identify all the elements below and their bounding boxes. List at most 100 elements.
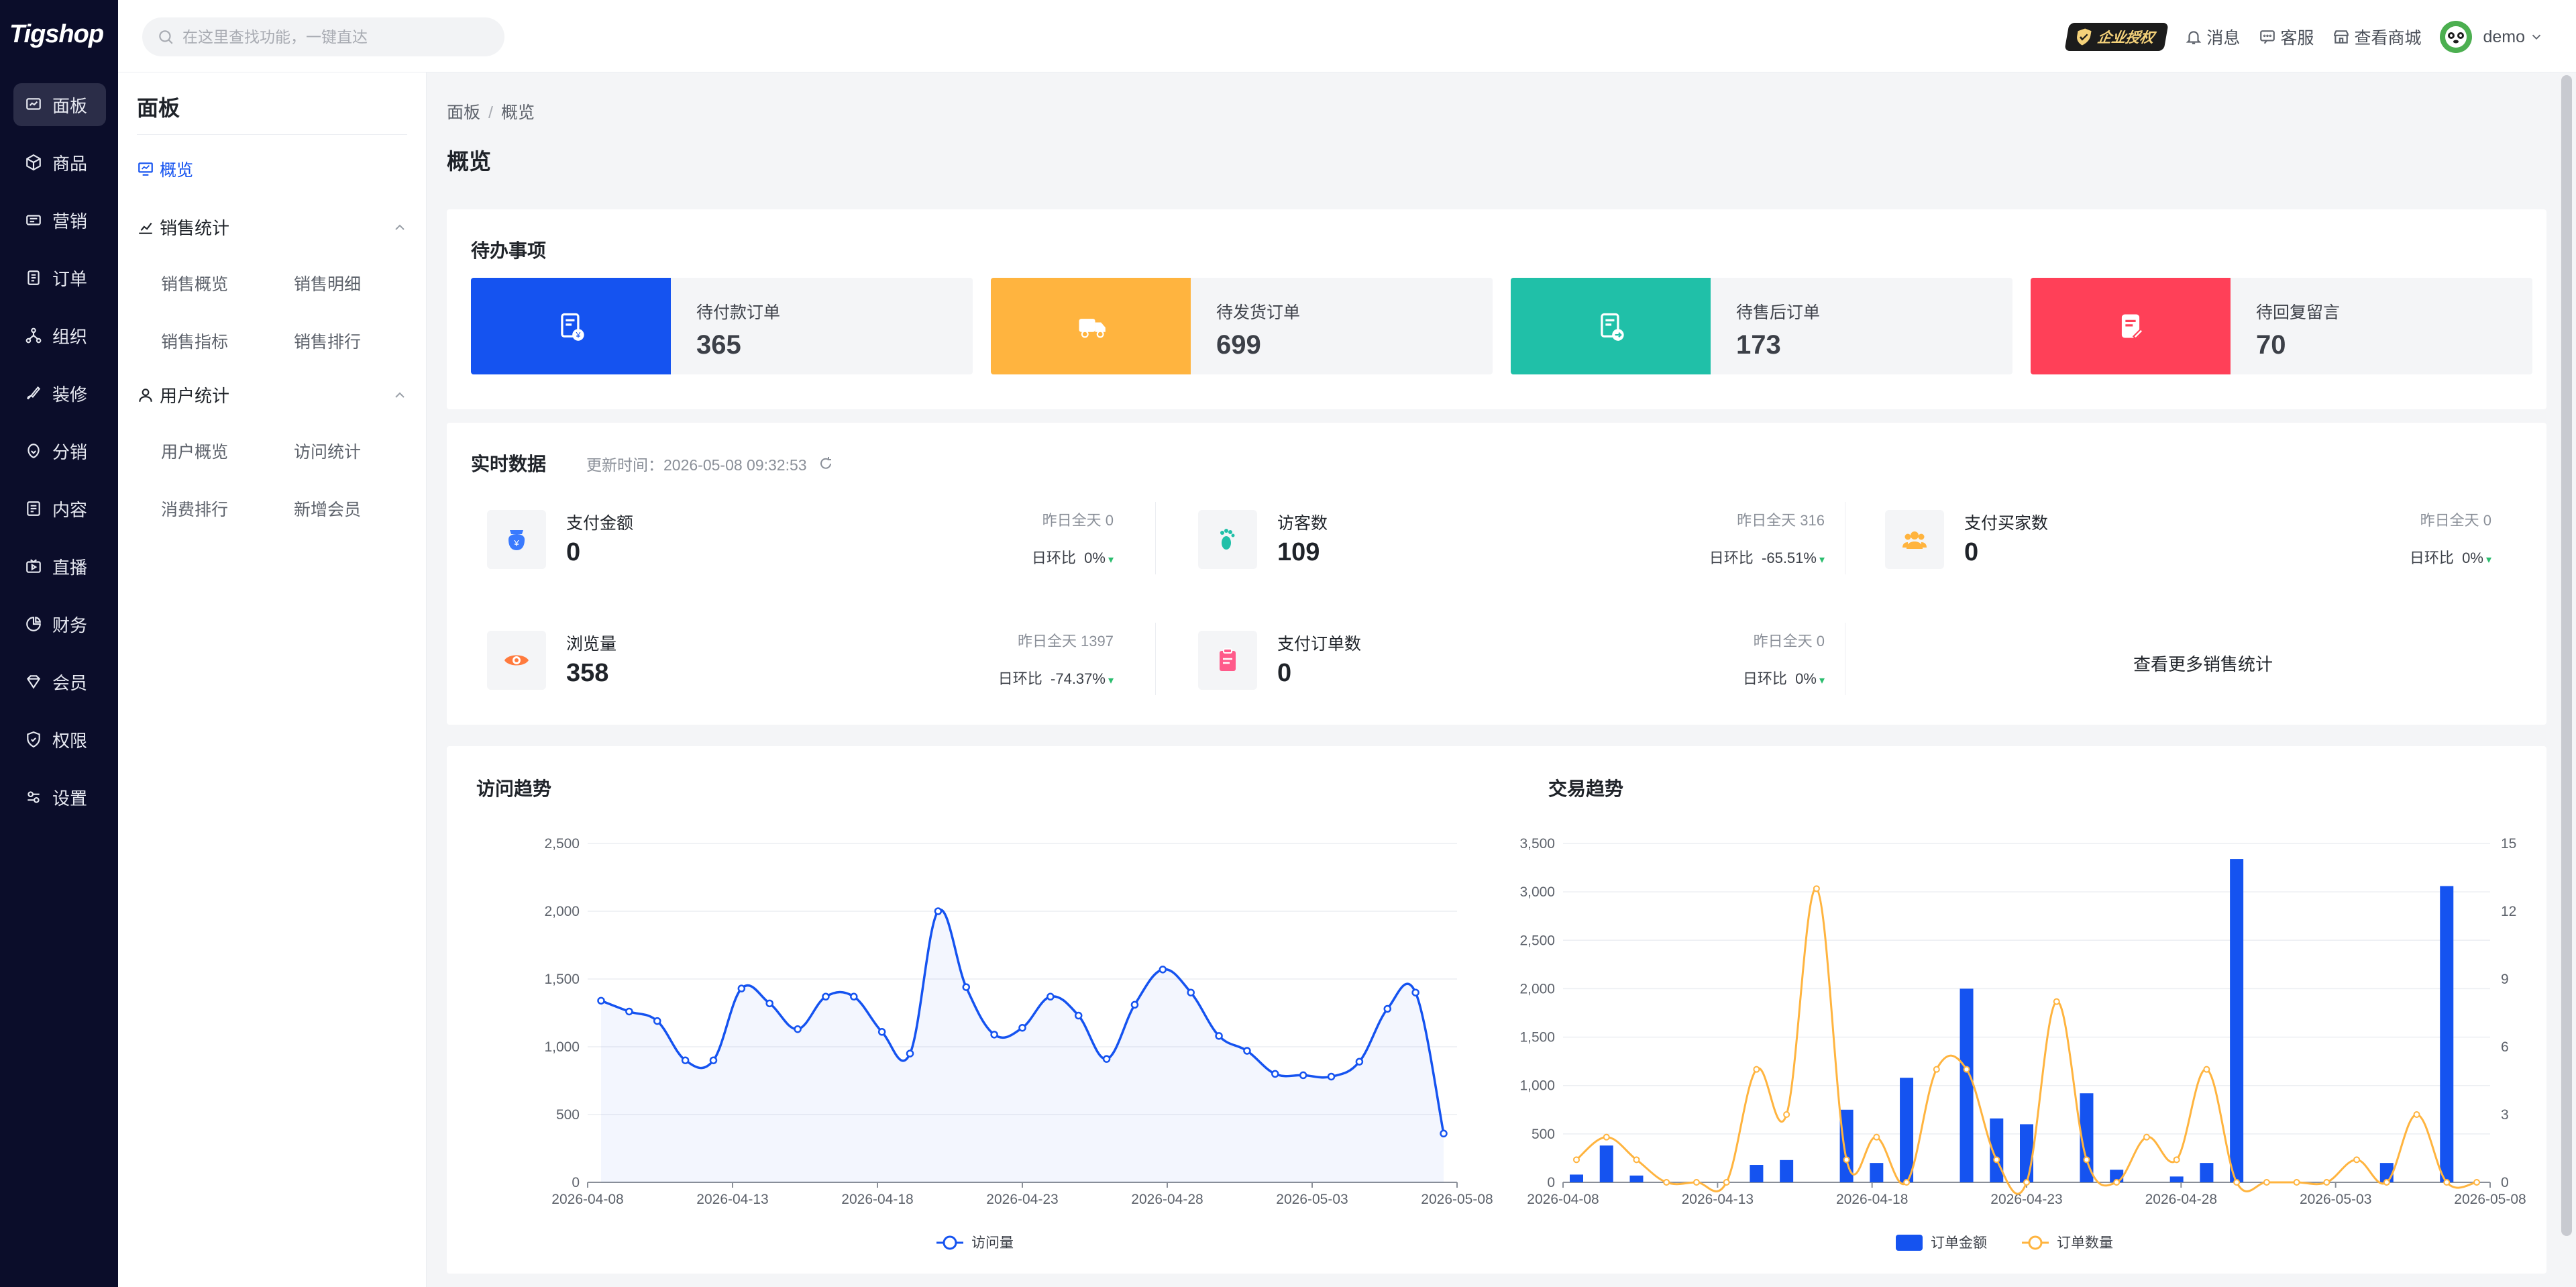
todo-item[interactable]: 待回复留言 70 [2031,278,2532,374]
rail-item-live[interactable]: 直播 [13,545,106,588]
view-store-link[interactable]: 查看商城 [2332,25,2421,49]
todo-item[interactable]: 待售后订单 173 [1511,278,2012,374]
top-bar: 企业授权 消息 客服 查看商城 demo [118,0,2576,72]
rail-item-dashboard[interactable]: 面板 [13,83,106,126]
settings-icon [24,788,43,807]
data-point [877,1028,886,1036]
top-right-actions: 企业授权 消息 客服 查看商城 demo [2064,20,2544,54]
realtime-title: 实时数据 [471,454,547,474]
data-point [822,992,830,1001]
search-input[interactable] [182,28,478,46]
stat-icon-box [487,631,546,690]
data-point [2143,1133,2150,1141]
rail-item-megaphone[interactable]: 营销 [13,199,106,242]
panda-avatar-icon [2445,26,2467,48]
bar-order-amount [1900,1078,1914,1182]
trade-trend-title: 交易趋势 [1548,778,1624,799]
legend-marker [943,1235,957,1250]
stat-visitors: 访客数 109 昨日全天 316 日环比 -65.51% ▾ [1198,503,1862,584]
ratio-value: 0% [1795,670,1817,687]
todo-item[interactable]: 待发货订单 699 [991,278,1493,374]
rail-item-label: 财务 [52,615,88,635]
todo-text: 待付款订单 365 [671,278,780,374]
ratio-value: -65.51% [1762,550,1817,566]
search-box[interactable] [142,17,504,56]
data-point [2323,1179,2330,1186]
app-logo[interactable]: Tigshop [9,20,104,48]
data-point [1663,1179,1670,1186]
enterprise-auth-badge[interactable]: 企业授权 [2064,23,2169,51]
todo-label: 待发货订单 [1216,303,1301,322]
subnav-item-new-members[interactable]: 新增会员 [294,501,362,519]
rail-item-member[interactable]: 会员 [13,660,106,703]
subnav-item-visit-stats[interactable]: 访问统计 [294,443,362,462]
stat-value: 0 [1277,659,1292,687]
chevron-up-icon [395,224,405,230]
page-scrollbar[interactable] [2561,75,2572,1236]
ratio-label: 日环比 [998,670,1042,687]
rail-item-shield[interactable]: 权限 [13,718,106,761]
subnav-item-spending-ranking[interactable]: 消费排行 [161,501,229,519]
bar-order-amount [2169,1176,2184,1182]
rail-item-label: 权限 [52,730,88,751]
support-link[interactable]: 客服 [2259,25,2314,49]
data-point [1411,988,1419,996]
stat-yesterday: 昨日全天 1397 [1017,633,1114,650]
data-point [1018,1023,1026,1032]
subnav-item-sales-detail[interactable]: 销售明细 [294,275,362,294]
subnav-item-sales-indicator[interactable]: 销售指标 [161,333,229,352]
x-tick-label: 2026-04-08 [551,1192,623,1207]
stat-label: 支付金额 [566,514,634,533]
user-menu[interactable]: demo [2440,21,2544,53]
todo-icon-box [1511,278,1711,374]
messages-link[interactable]: 消息 [2185,25,2240,49]
svg-text:¥: ¥ [513,538,519,548]
rail-item-pie[interactable]: 财务 [13,603,106,646]
subnav-group-users[interactable]: 用户统计 [137,382,408,407]
rail-item-org[interactable]: 组织 [13,314,106,357]
data-point [1355,1058,1364,1066]
bar-order-amount [1839,1109,1854,1182]
chat-icon [2260,30,2275,44]
more-sales-stats-link[interactable]: 查看更多销售统计 [2133,654,2273,674]
stat-ratio: 日环比 0% ▾ [1743,667,1825,688]
todo-value: 70 [2256,330,2286,360]
breadcrumb: 面板 / 概览 [447,99,535,123]
data-point [1271,1070,1279,1078]
y-tick-label: 2,000 [544,904,580,919]
rail-item-box[interactable]: 商品 [13,141,106,184]
data-point [653,1017,661,1025]
rail-item-settings[interactable]: 设置 [13,776,106,819]
data-point [625,1007,633,1016]
todo-text: 待售后订单 173 [1711,278,1820,374]
refresh-icon[interactable] [818,456,834,472]
data-point [2083,1156,2090,1164]
data-point [1813,885,1820,892]
todo-value: 173 [1736,330,1781,360]
subnav-item-sales-ranking[interactable]: 销售排行 [294,333,362,352]
subnav-item-user-overview[interactable]: 用户概览 [161,443,229,462]
legend-label-order-count: 订单数量 [2057,1235,2113,1251]
todo-label: 待付款订单 [696,303,781,322]
rail-item-doc[interactable]: 内容 [13,487,106,530]
breadcrumb-root[interactable]: 面板 [447,103,481,122]
subnav-item-overview[interactable]: 概览 [137,157,193,181]
update-time: 更新时间：2026-05-08 09:32:53 [586,452,834,475]
x-tick-label: 2026-05-03 [2300,1192,2371,1207]
y2-tick-label: 15 [2501,836,2516,852]
member-icon [24,672,43,691]
subnav-item-sales-overview[interactable]: 销售概览 [161,275,229,294]
data-point [1074,1011,1083,1020]
rail-item-order[interactable]: 订单 [13,256,106,299]
user-icon [139,388,152,402]
rail-item-share[interactable]: 分销 [13,429,106,472]
bell-icon [2186,31,2202,44]
data-point [1903,1179,1911,1186]
rail-item-brush[interactable]: 装修 [13,372,106,415]
todo-item[interactable]: ¥ 待付款订单 365 [471,278,973,374]
pie-icon [24,615,43,633]
subnav-group-sales[interactable]: 销售统计 [137,215,408,240]
rail-item-label: 设置 [52,788,88,809]
rail-item-label: 订单 [52,268,88,289]
trade-trend-chart: 0 500 1,000 1,500 2,000 2,500 3,000 3,500 0 3 6 9 12… [1519,836,2526,1251]
